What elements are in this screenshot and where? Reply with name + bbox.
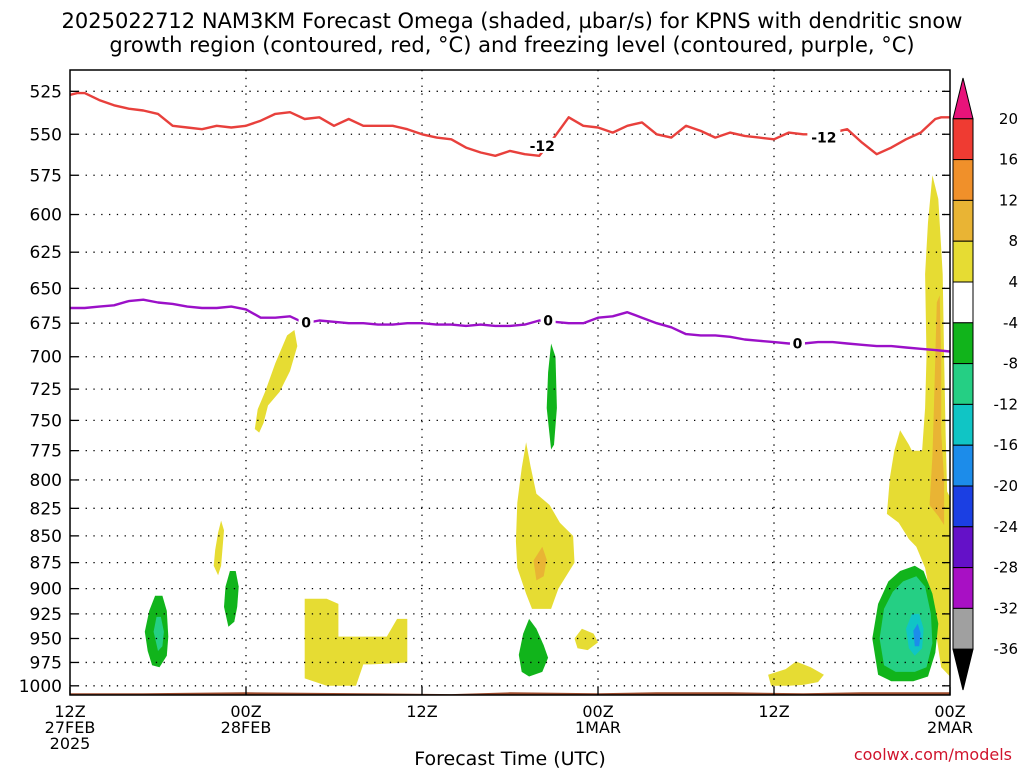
y-tick-label: 800 <box>30 471 62 491</box>
y-tick-label: 775 <box>30 442 62 462</box>
y-tick-label: 525 <box>30 82 62 102</box>
colorbar-arrow-top <box>952 77 974 120</box>
x-tick-label: 12Z <box>54 702 85 721</box>
y-tick-label: 925 <box>30 605 62 625</box>
omega-region-2 <box>224 571 239 627</box>
colorbar-bin <box>952 485 974 528</box>
y-tick-label: 575 <box>30 166 62 186</box>
y-tick-label: 725 <box>30 380 62 400</box>
contour-label-1-1: 0 <box>543 313 553 329</box>
colorbar-bin <box>952 363 974 405</box>
contour-label-1-2: 0 <box>793 336 803 352</box>
y-tick-label: 975 <box>30 653 62 673</box>
omega-region-0 <box>254 330 298 433</box>
colorbar-tick-label: 20 <box>999 110 1018 128</box>
colorbar-bin <box>952 444 974 487</box>
omega-region-5 <box>304 598 408 686</box>
y-tick-label: 875 <box>30 554 62 574</box>
y-tick-label: 650 <box>30 279 62 299</box>
omega-region-13 <box>929 295 945 525</box>
x-axis-label: Forecast Time (UTC) <box>414 748 605 768</box>
colorbar: 20 16 12 8 4 -4 -8 -12 -16 -20 -24 -28 -32 -36 <box>952 77 1019 691</box>
omega-region-8 <box>546 343 557 450</box>
omega-region-6 <box>515 442 575 609</box>
x-tick-label: 28FEB <box>221 718 272 737</box>
y-tick-label: 700 <box>30 348 62 368</box>
colorbar-bin <box>952 322 974 365</box>
y-tick-label: 625 <box>30 243 62 263</box>
x-tick-label: 2MAR <box>927 718 973 737</box>
omega-region-1 <box>213 520 224 576</box>
colorbar-bin <box>952 159 974 201</box>
colorbar-tick-label: -20 <box>994 477 1019 495</box>
y-tick-label: 825 <box>30 499 62 519</box>
omega-region-12 <box>886 175 950 677</box>
omega-region-7 <box>533 546 547 581</box>
x-tick-label: 12Z <box>758 702 789 721</box>
colorbar-tick-label: 8 <box>1008 232 1018 250</box>
colorbar-bin <box>952 567 974 609</box>
omega-region-17 <box>913 623 921 647</box>
plot-frame <box>69 69 951 696</box>
colorbar-tick-label: -28 <box>994 559 1019 577</box>
x-tick-label: 2025 <box>50 734 91 753</box>
colorbar-tick-label: -32 <box>994 599 1019 617</box>
gridlines <box>70 70 950 695</box>
y-tick-label: 675 <box>30 314 62 334</box>
contour-label-bg <box>789 335 805 351</box>
contour-label-bg <box>807 129 841 145</box>
x-tick-label: 12Z <box>406 702 437 721</box>
omega-region-10 <box>574 628 598 651</box>
chart-title-line1: 2025022712 NAM3KM Forecast Omega (shaded… <box>62 9 963 33</box>
omega-region-11 <box>768 661 824 686</box>
contour-label-0-1: -12 <box>811 131 836 147</box>
colorbar-tick-label: -8 <box>1003 355 1018 373</box>
x-tick-label: 27FEB <box>45 718 96 737</box>
contour-label-bg <box>298 314 314 330</box>
contour-label-bg <box>525 137 559 153</box>
colorbar-bin <box>952 118 974 161</box>
colorbar-bin <box>952 607 974 650</box>
contour-label-1-0: 0 <box>301 316 311 332</box>
colorbar-tick-label: 4 <box>1008 273 1018 291</box>
contour-line-1 <box>70 298 950 353</box>
y-tick-label: 1000 <box>19 677 62 697</box>
x-tick-label: 00Z <box>934 702 965 721</box>
y-tick-label: 600 <box>30 206 62 226</box>
colorbar-tick-label: 16 <box>999 151 1018 169</box>
y-axis: 525 550 575 600 625 650 675 700 725 750 775 800 825 8… <box>19 82 950 697</box>
y-tick-label: 900 <box>30 580 62 600</box>
y-tick-label: 950 <box>30 629 62 649</box>
x-tick-label: 00Z <box>582 702 613 721</box>
y-tick-label: 750 <box>30 411 62 431</box>
chart-title-line2: growth region (contoured, red, °C) and f… <box>109 33 914 57</box>
omega-region-4 <box>153 616 164 651</box>
y-tick-label: 550 <box>30 125 62 145</box>
credit-text: coolwx.com/models <box>854 745 1012 764</box>
y-tick-label: 850 <box>30 527 62 547</box>
colorbar-tick-label: -16 <box>994 436 1019 454</box>
colorbar-tick-label: -4 <box>1003 314 1018 332</box>
colorbar-arrow-bottom <box>952 648 974 691</box>
colorbar-tick-label: -36 <box>994 640 1019 658</box>
colorbar-bin <box>952 199 974 242</box>
colorbar-bin <box>952 526 974 569</box>
colorbar-tick-label: -24 <box>994 518 1019 536</box>
colorbar-tick-label: -12 <box>994 395 1019 413</box>
temperature-contours: -12 -12 0 0 0 <box>70 91 950 353</box>
colorbar-bin <box>952 281 974 324</box>
x-tick-label: 1MAR <box>575 718 621 737</box>
x-tick-label: 00Z <box>230 702 261 721</box>
contour-label-0-0: -12 <box>530 139 555 155</box>
colorbar-bin <box>952 240 974 283</box>
colorbar-tick-label: 12 <box>999 191 1018 209</box>
omega-shading <box>144 175 950 686</box>
omega-region-9 <box>518 618 549 677</box>
contour-label-bg <box>540 312 556 328</box>
colorbar-bin <box>952 403 974 446</box>
